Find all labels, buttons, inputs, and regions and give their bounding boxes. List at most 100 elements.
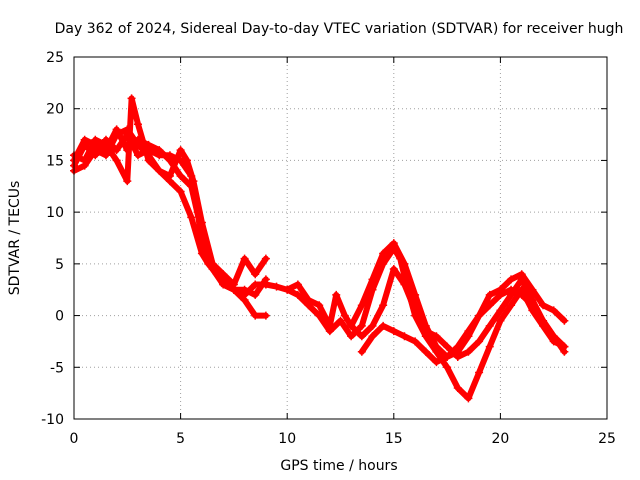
data-point xyxy=(485,321,494,330)
data-point xyxy=(421,347,430,356)
data-point xyxy=(368,275,377,284)
data-point xyxy=(240,296,249,305)
data-point xyxy=(389,239,398,248)
data-point xyxy=(133,140,142,149)
y-tick-label: 5 xyxy=(55,257,64,273)
data-point xyxy=(389,265,398,274)
data-point xyxy=(155,146,164,155)
grid xyxy=(74,57,607,419)
data-point xyxy=(411,337,420,346)
data-point xyxy=(261,280,270,289)
data-point xyxy=(208,259,217,268)
data-point xyxy=(432,358,441,367)
data-point xyxy=(485,301,494,310)
data-point xyxy=(357,347,366,356)
data-point xyxy=(251,311,260,320)
data-point xyxy=(272,282,281,291)
plot-frame xyxy=(73,56,608,420)
data-point xyxy=(368,321,377,330)
data-point xyxy=(240,254,249,263)
y-tick-label: 10 xyxy=(46,205,64,221)
data-point xyxy=(379,301,388,310)
data-point xyxy=(332,290,341,299)
data-point xyxy=(528,285,537,294)
data-point xyxy=(165,156,174,165)
data-point xyxy=(357,332,366,341)
data-point xyxy=(411,311,420,320)
data-point xyxy=(155,166,164,175)
data-point xyxy=(432,342,441,351)
data-point xyxy=(400,332,409,341)
data-point xyxy=(189,177,198,186)
data-point xyxy=(112,130,121,139)
data-point xyxy=(379,249,388,258)
data-point xyxy=(347,321,356,330)
data-point xyxy=(101,151,110,160)
data-point xyxy=(357,301,366,310)
data-point xyxy=(475,337,484,346)
x-tick-label: 0 xyxy=(70,431,79,447)
data-point xyxy=(464,394,473,403)
y-tick-label: 15 xyxy=(46,153,64,169)
data-point xyxy=(123,146,132,155)
data-point xyxy=(340,311,349,320)
data-point xyxy=(176,171,185,180)
data-point xyxy=(315,311,324,320)
data-point xyxy=(261,254,270,263)
y-tick-label: 25 xyxy=(46,50,64,66)
data-point xyxy=(127,94,136,103)
data-point xyxy=(379,321,388,330)
data-point xyxy=(475,311,484,320)
y-tick-label: 0 xyxy=(55,309,64,325)
data-point xyxy=(133,120,142,129)
data-point xyxy=(197,218,206,227)
data-point xyxy=(421,321,430,330)
data-point xyxy=(453,347,462,356)
data-point xyxy=(368,332,377,341)
series-line xyxy=(358,286,568,366)
data-point xyxy=(443,363,452,372)
data-point xyxy=(539,301,548,310)
data-point xyxy=(144,151,153,160)
data-point xyxy=(133,151,142,160)
x-tick-label: 25 xyxy=(598,431,616,447)
data-point xyxy=(261,311,270,320)
data-point xyxy=(507,275,516,284)
data-point xyxy=(549,306,558,315)
data-point xyxy=(507,301,516,310)
data-point xyxy=(357,321,366,330)
data-point xyxy=(496,306,505,315)
data-point xyxy=(496,316,505,325)
data-point xyxy=(475,368,484,377)
data-point xyxy=(112,156,121,165)
data-point xyxy=(229,280,238,289)
data-point xyxy=(176,146,185,155)
data-point xyxy=(528,301,537,310)
chart-title: Day 362 of 2024, Sidereal Day-to-day VTE… xyxy=(55,21,624,37)
data-point xyxy=(91,146,100,155)
data-point xyxy=(315,301,324,310)
data-point xyxy=(293,290,302,299)
data-point xyxy=(165,171,174,180)
data-point xyxy=(112,146,121,155)
data-point xyxy=(182,156,191,165)
data-point xyxy=(123,125,132,134)
x-tick-label: 10 xyxy=(278,431,296,447)
y-axis-label: SDTVAR / TECUs xyxy=(7,181,23,296)
data-point xyxy=(80,135,89,144)
data-point xyxy=(443,342,452,351)
data-point xyxy=(325,327,334,336)
data-point xyxy=(144,140,153,149)
series-line xyxy=(284,245,568,402)
x-tick-label: 20 xyxy=(491,431,509,447)
data-point xyxy=(389,327,398,336)
data-point xyxy=(560,316,569,325)
data-point xyxy=(400,259,409,268)
data-point xyxy=(187,213,196,222)
data-point xyxy=(517,290,526,299)
series-line xyxy=(71,126,269,288)
data-point xyxy=(251,280,260,289)
data-point xyxy=(485,342,494,351)
series-track-8 xyxy=(357,285,569,367)
